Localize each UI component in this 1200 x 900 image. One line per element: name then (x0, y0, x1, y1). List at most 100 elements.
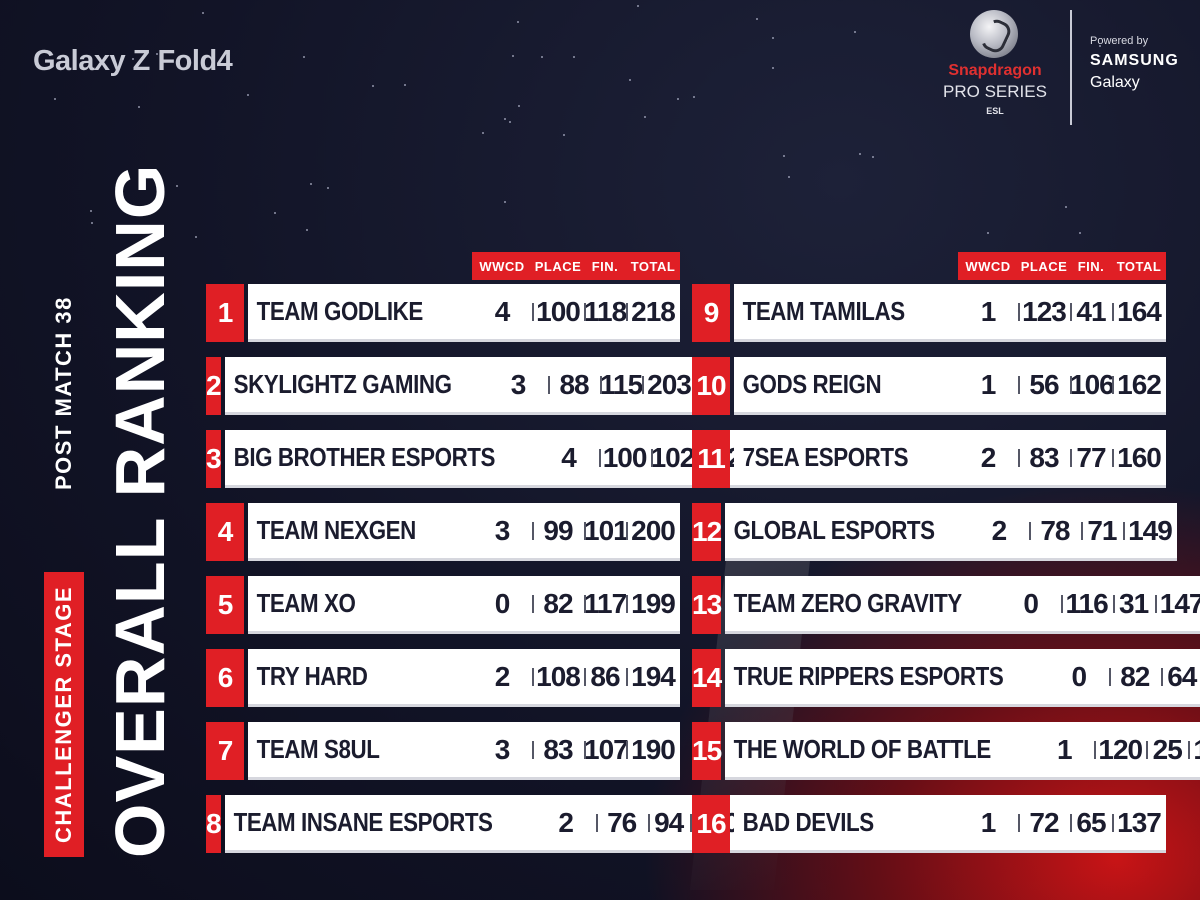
total-points: 149 (1122, 515, 1177, 547)
star-dot (854, 31, 856, 33)
place-points: 82 (532, 588, 584, 620)
star-dot (91, 222, 93, 224)
wwcd-value: 3 (494, 733, 511, 765)
place-points: 99 (532, 515, 584, 547)
team-card: TEAM GODLIKE 4 100 118 218 (248, 284, 680, 342)
star-dot (303, 56, 305, 58)
team-name: BIG BROTHER ESPORTS (233, 442, 495, 472)
rank-badge: 6 (206, 649, 244, 707)
table-row: 6 TRY HARD 2 108 86 194 (206, 649, 680, 707)
team-name: TEAM XO (256, 588, 356, 618)
team-name: BAD DEVILS (742, 807, 875, 837)
wwcd-value: 2 (980, 441, 997, 473)
page-title: OVERALL RANKING (101, 163, 179, 858)
star-dot (202, 12, 204, 14)
rank-badge: 12 (692, 503, 722, 561)
team-name: SKYLIGHTZ GAMING (233, 369, 452, 399)
total-points: 145 (1188, 734, 1200, 766)
total-points: 147 (1154, 588, 1200, 620)
column-header-fin: FIN. (591, 259, 619, 274)
team-card: GODS REIGN 1 56 106 162 (734, 357, 1166, 415)
star-dot (788, 176, 790, 178)
place-points: 83 (532, 734, 584, 766)
table-header: WWCD PLACE FIN. TOTAL (472, 252, 680, 280)
finish-points: 41 (1070, 296, 1112, 328)
star-dot (274, 212, 276, 214)
team-card: TRY HARD 2 108 86 194 (248, 649, 680, 707)
star-dot (404, 84, 406, 86)
star-dot (482, 132, 484, 134)
table-row: 5 TEAM XO 0 82 117 199 (206, 576, 680, 634)
place-points: 100 (532, 296, 584, 328)
team-card: 7SEA ESPORTS 2 83 77 160 (734, 430, 1166, 488)
star-dot (573, 56, 575, 58)
rank-badge: 15 (692, 722, 722, 780)
rank-badge: 9 (692, 284, 730, 342)
esl-wordmark: ESL (986, 106, 1004, 116)
place-points: 78 (1028, 515, 1081, 547)
team-name: TEAM GODLIKE (256, 296, 424, 326)
total-points: 137 (1112, 807, 1166, 839)
place-points: 82 (1108, 661, 1161, 693)
place-points: 120 (1094, 734, 1146, 766)
star-dot (1099, 45, 1101, 47)
star-dot (859, 153, 861, 155)
total-points: 164 (1112, 296, 1166, 328)
team-card: TEAM NEXGEN 3 99 101 200 (248, 503, 680, 561)
samsung-wordmark: SAMSUNG (1090, 52, 1179, 69)
rank-badge: 7 (206, 722, 244, 780)
total-points: 199 (626, 588, 680, 620)
table-header: WWCD PLACE FIN. TOTAL (958, 252, 1166, 280)
star-dot (772, 67, 774, 69)
wwcd-value: 4 (561, 441, 577, 473)
finish-points: 65 (1070, 807, 1112, 839)
team-name: TEAM NEXGEN (256, 515, 417, 545)
table-row: 11 7SEA ESPORTS 2 83 77 160 (692, 430, 1166, 488)
finish-points: 117 (584, 587, 627, 619)
table-row: 15 THE WORLD OF BATTLE 1 12025145 (692, 722, 1200, 780)
finish-points: 102 (650, 441, 695, 473)
finish-points: 25 (1146, 734, 1188, 766)
table-row: 9 TEAM TAMILAS 1 123 41 164 (692, 284, 1166, 342)
team-card: TEAM S8UL 3 83 107 190 (248, 722, 680, 780)
team-name: TEAM ZERO GRAVITY (733, 588, 963, 618)
total-points: 194 (626, 661, 680, 693)
star-dot (517, 21, 519, 23)
place-points: 116 (1060, 588, 1113, 620)
wwcd-value: 2 (558, 806, 574, 838)
wwcd-value: 2 (991, 514, 1008, 546)
place-points: 72 (1018, 807, 1070, 839)
galaxy-wordmark: Galaxy (1090, 74, 1140, 91)
total-points: 218 (626, 296, 680, 328)
star-dot (512, 55, 514, 57)
rank-badge: 10 (692, 357, 730, 415)
team-card: BIG BROTHER ESPORTS4100102202 (224, 430, 747, 488)
place-points: 100 (598, 442, 651, 474)
rank-badge: 8 (206, 795, 222, 853)
star-dot (54, 98, 56, 100)
rank-badge: 4 (206, 503, 244, 561)
team-name: TEAM INSANE ESPORTS (233, 807, 493, 837)
team-card: GLOBAL ESPORTS 2 78 71 149 (725, 503, 1177, 561)
team-card: SKYLIGHTZ GAMING 3 88 115 203 (224, 357, 697, 415)
team-name: GODS REIGN (742, 369, 882, 399)
rank-badge: 1 (206, 284, 244, 342)
table-row: 2 SKYLIGHTZ GAMING 3 88 115 203 (206, 357, 697, 415)
rank-badge: 11 (692, 430, 730, 488)
wwcd-value: 3 (510, 368, 527, 400)
rank-badge: 13 (692, 576, 722, 634)
star-dot (644, 116, 646, 118)
finish-points: 31 (1112, 588, 1155, 620)
star-dot (637, 5, 639, 7)
wwcd-value: 1 (1056, 733, 1073, 765)
star-dot (90, 210, 92, 212)
total-points: 200 (626, 515, 680, 547)
rank-badge: 16 (692, 795, 730, 853)
stage-label: CHALLENGER STAGE (44, 571, 84, 857)
star-dot (372, 85, 374, 87)
star-dot (518, 105, 520, 107)
finish-points: 101 (584, 514, 629, 546)
star-dot (756, 18, 758, 20)
star-dot (132, 58, 134, 60)
